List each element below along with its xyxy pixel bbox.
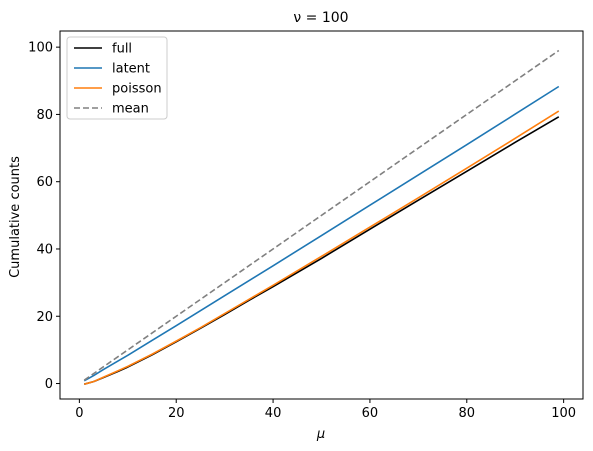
y-tick-label: 80: [36, 108, 53, 123]
x-tick-label: 20: [168, 406, 185, 421]
plot-area: [83, 49, 560, 385]
series-line-poisson: [83, 110, 560, 385]
chart-title: ν = 100: [293, 10, 348, 26]
legend-label-full: full: [112, 42, 132, 57]
x-axis-label: μ: [316, 427, 325, 442]
x-tick-label: 60: [362, 406, 379, 421]
legend-label-mean: mean: [112, 102, 149, 117]
x-tick-label: 100: [551, 406, 576, 421]
legend-label-latent: latent: [112, 62, 150, 77]
axis-ticks: 0 20 40 60 80 100 0 20 40 60 80 100: [28, 41, 576, 421]
x-tick-label: 80: [459, 406, 476, 421]
y-tick-label: 20: [36, 310, 53, 325]
series-line-mean: [83, 49, 560, 381]
legend-label-poisson: poisson: [112, 82, 162, 97]
legend-box: [66, 36, 168, 120]
y-tick-label: 60: [36, 175, 53, 190]
plot-frame: [59, 30, 584, 400]
legend: full latent poisson mean: [66, 36, 168, 120]
y-tick-label: 100: [28, 41, 53, 56]
series-line-full: [83, 116, 560, 385]
y-axis-label: Cumulative counts: [8, 156, 23, 278]
y-tick-label: 40: [36, 242, 53, 257]
x-tick-label: 40: [265, 406, 282, 421]
series-line-latent: [83, 85, 560, 382]
x-tick-label: 0: [75, 406, 83, 421]
y-tick-label: 0: [45, 377, 53, 392]
